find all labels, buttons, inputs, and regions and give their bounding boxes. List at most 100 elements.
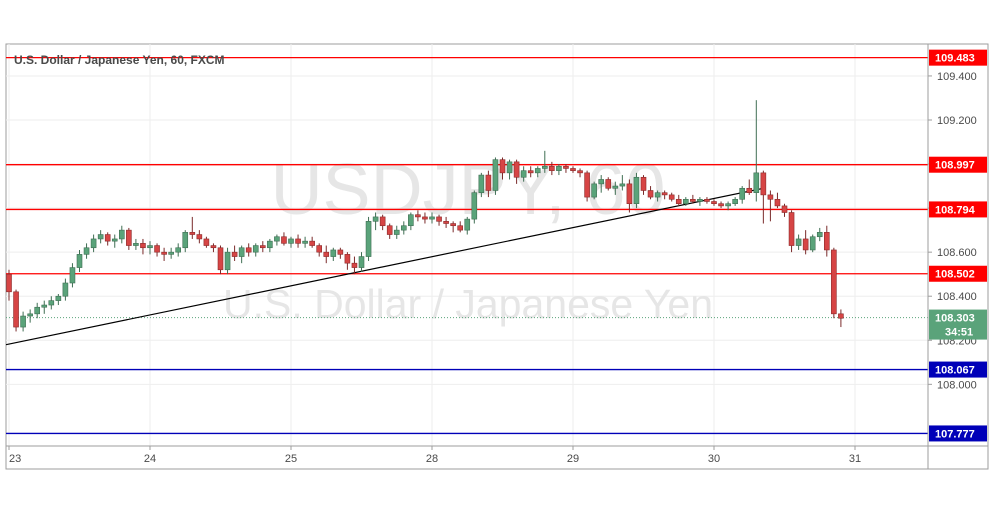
candle-body xyxy=(119,229,125,240)
x-tick-label: 24 xyxy=(144,453,156,465)
candle-body xyxy=(718,203,724,207)
candle-body xyxy=(323,251,330,257)
candle-body xyxy=(168,251,174,255)
candle-body xyxy=(344,254,351,264)
resistance-price-label: 108.794 xyxy=(935,204,976,216)
candle-body xyxy=(675,198,682,204)
candle-body xyxy=(746,187,753,193)
candle-body xyxy=(422,216,428,220)
candle-body xyxy=(358,256,365,268)
trend-line-layer xyxy=(5,187,764,346)
candle-body xyxy=(577,170,583,174)
candle-body xyxy=(549,165,555,171)
support-price-label: 108.067 xyxy=(935,365,975,377)
candle-body xyxy=(400,225,407,231)
candle-body xyxy=(563,165,569,169)
watermark-name: U.S. Dollar / Japanese Yen xyxy=(223,281,713,327)
candle-body xyxy=(309,240,315,246)
support-price-label: 107.777 xyxy=(935,428,975,440)
resistance-price-tag xyxy=(929,156,987,173)
candle-body xyxy=(506,161,513,174)
candle-body xyxy=(252,245,259,253)
candle-body xyxy=(6,273,12,293)
candle-body xyxy=(570,168,576,171)
candle-body xyxy=(612,185,619,189)
candle-body xyxy=(760,172,767,196)
resistance-price-label: 108.502 xyxy=(935,269,975,281)
candle-body xyxy=(281,236,287,244)
candle-body xyxy=(267,240,273,249)
candle-body xyxy=(633,176,640,204)
candle-body xyxy=(415,214,421,218)
candle-body xyxy=(133,243,139,246)
candle-body xyxy=(140,243,146,249)
candle-body xyxy=(337,249,344,255)
candle-body xyxy=(365,221,372,257)
candle-body xyxy=(795,238,802,246)
candle-body xyxy=(647,190,654,198)
candle-body xyxy=(598,179,605,185)
candle-body xyxy=(774,198,781,207)
grid-layer xyxy=(6,44,928,446)
candle-body xyxy=(408,214,414,227)
candle-body xyxy=(196,234,203,240)
candle-body xyxy=(802,238,809,251)
candle-body xyxy=(231,251,238,257)
support-price-tag xyxy=(929,361,987,378)
candle-body xyxy=(556,165,562,171)
candle-body xyxy=(527,170,534,174)
x-tick-label: 31 xyxy=(849,453,861,465)
candle-body xyxy=(147,245,153,249)
candle-body xyxy=(753,172,760,193)
last-price-tag xyxy=(929,309,987,340)
candle-body xyxy=(668,194,675,200)
support-price-tag xyxy=(929,425,987,442)
candle-body xyxy=(203,238,210,246)
candle-body xyxy=(393,229,400,235)
resistance-price-tag xyxy=(929,265,987,282)
candle-body xyxy=(823,232,830,251)
candle-body xyxy=(210,245,217,249)
candle-body xyxy=(316,245,323,253)
candle-body xyxy=(302,240,308,244)
resistance-price-label: 109.483 xyxy=(935,53,975,65)
time-axis: 23 24 25 28 29 30 31 xyxy=(8,446,861,465)
candle-body xyxy=(781,205,788,213)
candle-body xyxy=(351,262,358,268)
candle-body xyxy=(372,216,379,222)
candle-body xyxy=(189,232,196,235)
candle-body xyxy=(520,170,527,178)
candle-body xyxy=(379,216,386,227)
candle-body xyxy=(76,254,83,268)
candle-body xyxy=(704,198,710,202)
candle-body xyxy=(711,201,717,204)
candle-body xyxy=(605,179,612,189)
candle-body xyxy=(245,247,252,253)
x-tick-label: 28 xyxy=(426,453,438,465)
candle-body xyxy=(513,161,520,178)
candle-body xyxy=(48,300,55,306)
candle-body xyxy=(154,245,160,253)
candle-body xyxy=(69,267,76,284)
x-tick-label: 25 xyxy=(285,453,297,465)
watermark-ticker: USDJPY, 60 xyxy=(271,150,666,230)
candle-body xyxy=(41,304,48,308)
price-tags: 109.483 108.997 108.794 108.502 108.067 107.7… xyxy=(929,49,987,442)
x-tick-label: 23 xyxy=(9,453,21,465)
chart-frame xyxy=(5,43,989,470)
candle-body xyxy=(499,159,506,174)
candle-body xyxy=(626,183,633,204)
trend-line xyxy=(5,187,764,346)
resistance-price-tag xyxy=(929,201,987,218)
candle-body xyxy=(478,174,485,193)
candles xyxy=(6,100,844,332)
candle-body xyxy=(224,251,231,271)
candle-body xyxy=(34,306,41,315)
bar-countdown-label: 34:51 xyxy=(945,327,973,339)
candle-body xyxy=(831,249,837,315)
candle-body xyxy=(443,221,449,224)
candle-body xyxy=(238,247,245,257)
candle-body xyxy=(386,225,393,235)
candle-body xyxy=(83,247,90,255)
candle-body xyxy=(330,249,337,257)
